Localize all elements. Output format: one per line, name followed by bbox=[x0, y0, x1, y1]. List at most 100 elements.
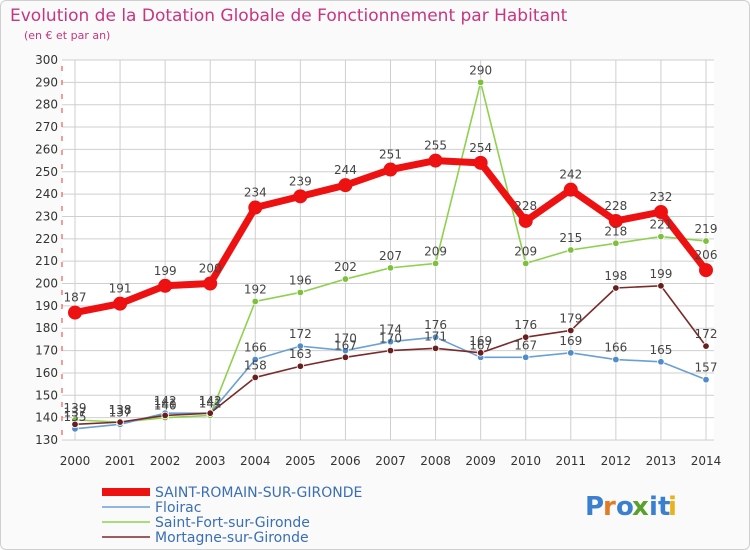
chart-title: Evolution de la Dotation Globale de Fonc… bbox=[10, 6, 568, 26]
data-label: 206 bbox=[695, 248, 718, 262]
data-label: 251 bbox=[379, 148, 402, 162]
data-point bbox=[431, 344, 440, 353]
data-point bbox=[657, 282, 665, 290]
y-tick-label: 180 bbox=[35, 321, 58, 335]
logo-letter: i bbox=[649, 492, 658, 522]
data-label: 138 bbox=[109, 403, 132, 417]
data-point bbox=[702, 342, 710, 350]
data-label: 179 bbox=[559, 311, 582, 325]
legend: SAINT-ROMAIN-SUR-GIRONDEFloiracSaint-For… bbox=[102, 485, 362, 546]
data-point bbox=[428, 153, 443, 168]
logo-letter: P bbox=[585, 492, 604, 522]
data-label: 137 bbox=[64, 405, 87, 419]
data-point bbox=[248, 200, 263, 215]
data-point bbox=[518, 213, 533, 228]
x-tick-label: 2011 bbox=[556, 454, 587, 468]
x-tick-label: 2008 bbox=[420, 454, 451, 468]
data-point bbox=[476, 349, 485, 357]
data-point bbox=[431, 333, 440, 341]
data-label: 142 bbox=[199, 394, 222, 408]
x-tick-label: 2003 bbox=[195, 454, 226, 468]
x-tick-label: 2014 bbox=[691, 454, 722, 468]
x-tick-label: 2013 bbox=[646, 454, 677, 468]
data-point bbox=[383, 162, 398, 177]
x-tick-label: 2010 bbox=[510, 454, 541, 468]
data-label: 167 bbox=[514, 338, 537, 352]
data-point bbox=[612, 284, 620, 292]
data-label: 209 bbox=[424, 244, 447, 258]
data-label: 176 bbox=[514, 318, 537, 332]
y-tick-label: 130 bbox=[35, 433, 58, 447]
x-tick-label: 2009 bbox=[465, 454, 496, 468]
data-label: 141 bbox=[154, 396, 177, 410]
y-tick-label: 290 bbox=[35, 75, 58, 89]
data-label: 157 bbox=[695, 361, 718, 375]
chart-subtitle: (en € et par an) bbox=[24, 29, 110, 42]
data-label: 198 bbox=[604, 269, 627, 283]
data-point bbox=[657, 358, 665, 366]
data-label: 163 bbox=[289, 347, 312, 361]
data-point bbox=[296, 342, 305, 350]
data-label: 172 bbox=[289, 327, 312, 341]
data-point bbox=[251, 373, 259, 382]
data-point bbox=[68, 305, 82, 320]
proxiti-logo: Pr ox i ti bbox=[585, 492, 677, 522]
data-point bbox=[612, 355, 620, 364]
data-point bbox=[522, 333, 530, 341]
data-point bbox=[699, 263, 713, 278]
x-tick-label: 2002 bbox=[150, 454, 181, 468]
data-point bbox=[473, 155, 488, 170]
data-label: 199 bbox=[649, 267, 672, 281]
data-label: 187 bbox=[64, 291, 87, 305]
data-label: 174 bbox=[379, 323, 402, 337]
data-label: 140 bbox=[154, 399, 177, 413]
data-label: 232 bbox=[649, 190, 672, 204]
y-tick-label: 230 bbox=[35, 209, 58, 223]
data-point bbox=[608, 213, 623, 228]
data-point bbox=[567, 326, 575, 335]
data-point bbox=[341, 275, 350, 283]
data-point bbox=[386, 264, 395, 272]
x-tick-label: 2006 bbox=[330, 454, 361, 468]
data-label: 228 bbox=[604, 199, 627, 213]
data-point bbox=[567, 349, 575, 357]
data-point bbox=[476, 78, 485, 87]
data-point bbox=[612, 239, 620, 247]
data-label: 209 bbox=[514, 244, 537, 258]
data-label: 242 bbox=[559, 168, 582, 182]
data-label: 218 bbox=[604, 224, 627, 238]
data-point bbox=[116, 418, 124, 426]
data-label: 196 bbox=[289, 273, 312, 287]
data-point bbox=[71, 420, 79, 429]
data-point bbox=[431, 259, 440, 268]
data-label: 142 bbox=[199, 394, 222, 408]
data-point bbox=[386, 346, 395, 355]
data-point bbox=[522, 259, 530, 268]
y-tick-label: 190 bbox=[35, 299, 58, 313]
y-tick-label: 240 bbox=[35, 187, 58, 201]
data-label: 191 bbox=[109, 282, 132, 296]
data-label: 170 bbox=[334, 332, 357, 346]
data-point bbox=[653, 205, 668, 219]
data-label: 290 bbox=[469, 63, 492, 77]
y-tick-label: 160 bbox=[35, 366, 58, 380]
data-label: 228 bbox=[514, 199, 537, 213]
data-label: 138 bbox=[109, 403, 132, 417]
x-tick-label: 2005 bbox=[285, 454, 316, 468]
data-label: 165 bbox=[649, 343, 672, 357]
x-tick-label: 2000 bbox=[60, 454, 91, 468]
legend-label: Saint-Fort-sur-Gironde bbox=[155, 515, 310, 531]
data-label: 137 bbox=[109, 405, 132, 419]
data-label: 234 bbox=[244, 186, 267, 200]
data-label: 171 bbox=[424, 329, 447, 343]
data-point bbox=[657, 232, 665, 241]
data-point bbox=[702, 375, 710, 384]
data-label: 169 bbox=[559, 334, 582, 348]
x-tick-label: 2001 bbox=[105, 454, 136, 468]
y-tick-label: 250 bbox=[35, 165, 58, 179]
data-label: 158 bbox=[244, 358, 267, 372]
data-point bbox=[386, 337, 395, 346]
logo-letter: i bbox=[668, 492, 677, 522]
data-point bbox=[567, 246, 575, 254]
data-label: 170 bbox=[379, 332, 402, 346]
